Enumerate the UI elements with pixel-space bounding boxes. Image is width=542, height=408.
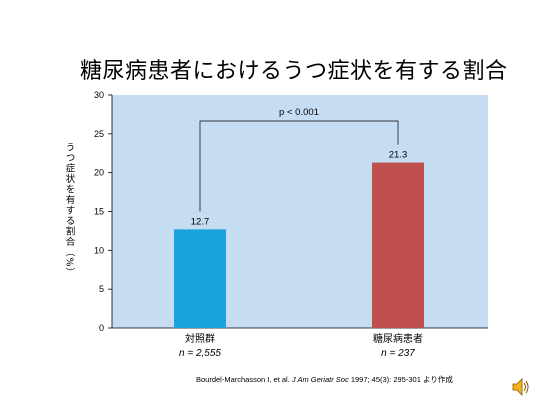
x-n-label: n = 237 bbox=[381, 348, 415, 359]
citation: Bourdel-Marchasson I, et al. J Am Geriat… bbox=[196, 374, 453, 385]
y-axis-label: うつ症状を有する割合（%） bbox=[63, 142, 75, 279]
plot-area bbox=[112, 95, 488, 328]
x-category-label: 対照群 bbox=[185, 332, 215, 345]
bar-value-label: 12.7 bbox=[191, 216, 210, 227]
citation-suffix: より作成 bbox=[422, 375, 453, 384]
x-category-label: 糖尿病患者 bbox=[373, 332, 423, 345]
y-tick-label: 30 bbox=[94, 90, 104, 100]
significance-label: p < 0.001 bbox=[279, 107, 319, 118]
citation-details: 1997; 45(3): 295-301 bbox=[350, 375, 421, 384]
y-tick-label: 5 bbox=[99, 284, 104, 294]
significance-bracket bbox=[199, 120, 399, 212]
citation-authors: Bourdel-Marchasson I, et al. bbox=[196, 375, 290, 384]
y-tick-label: 10 bbox=[94, 245, 104, 255]
y-tick-label: 15 bbox=[94, 207, 104, 217]
y-tick-label: 20 bbox=[94, 168, 104, 178]
y-tick-label: 0 bbox=[99, 323, 104, 333]
x-n-label: n = 2,555 bbox=[179, 348, 221, 359]
bar-value-label: 21.3 bbox=[389, 150, 408, 161]
chart-title: 糖尿病患者におけるうつ症状を有する割合 bbox=[80, 59, 508, 84]
bar bbox=[372, 162, 424, 328]
bar bbox=[174, 229, 226, 328]
citation-journal: J Am Geriatr Soc bbox=[291, 375, 349, 384]
y-tick-label: 25 bbox=[94, 129, 104, 139]
speaker-icon[interactable] bbox=[510, 376, 532, 402]
